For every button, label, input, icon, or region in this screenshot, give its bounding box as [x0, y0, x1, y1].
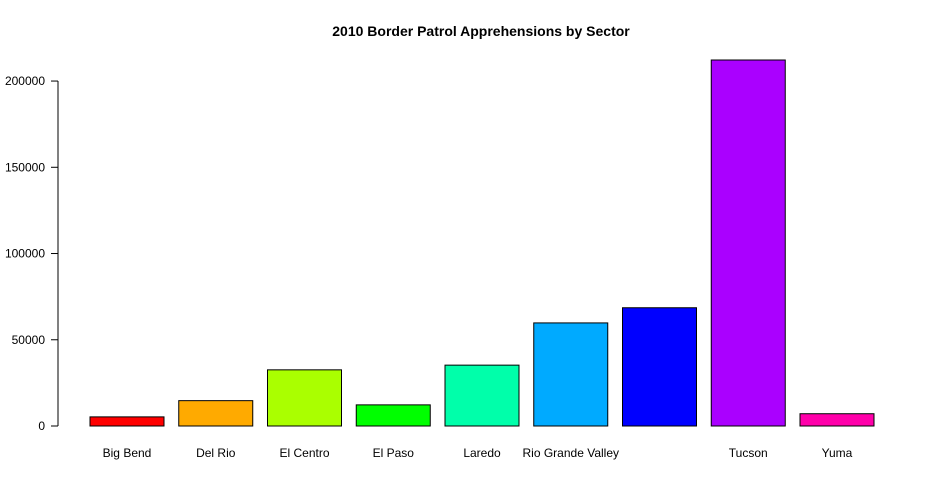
- y-tick-label: 200000: [5, 74, 45, 88]
- bar: [622, 307, 697, 427]
- category-label: Tucson: [729, 446, 768, 460]
- bar: [267, 369, 342, 427]
- category-label: Yuma: [822, 446, 853, 460]
- category-label: El Paso: [373, 446, 415, 460]
- category-label: Del Rio: [196, 446, 236, 460]
- bar: [89, 416, 165, 427]
- y-tick-label: 50000: [12, 333, 46, 347]
- category-label: Rio Grande Valley: [523, 446, 620, 460]
- category-labels: Big Bend Del Rio El Centro El Paso Laredo Rio…: [103, 446, 853, 460]
- bar: [355, 404, 431, 427]
- bars: [89, 59, 875, 427]
- y-tick-label: 100000: [5, 247, 45, 261]
- bar: [178, 400, 254, 427]
- bar: [533, 322, 609, 427]
- category-label: El Centro: [279, 446, 329, 460]
- category-label: Laredo: [463, 446, 501, 460]
- category-label: Big Bend: [103, 446, 152, 460]
- bar: [799, 413, 875, 427]
- bar: [710, 59, 786, 427]
- chart-title: 2010 Border Patrol Apprehensions by Sect…: [332, 23, 630, 39]
- y-tick-label: 0: [38, 419, 45, 433]
- y-axis: 0 50000 100000 150000 200000: [5, 74, 59, 433]
- bar: [444, 364, 520, 427]
- y-tick-label: 150000: [5, 160, 45, 174]
